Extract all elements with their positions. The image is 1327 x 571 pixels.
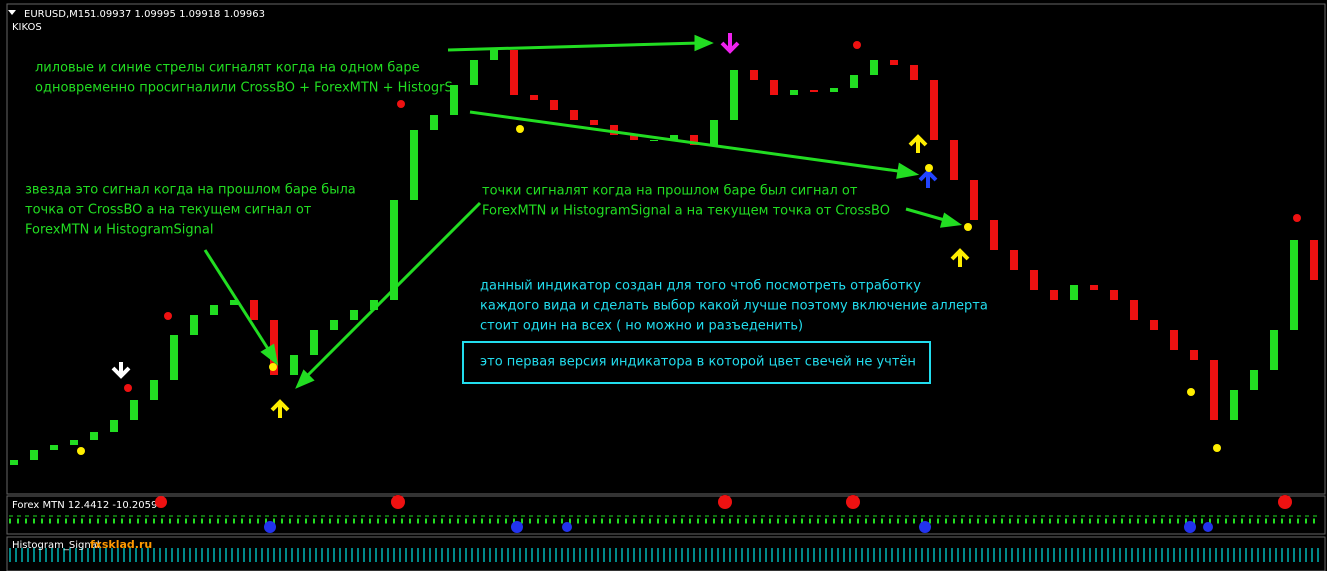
candle xyxy=(810,90,818,92)
candle xyxy=(290,355,298,375)
candle xyxy=(790,90,798,95)
candle xyxy=(170,335,178,380)
candle xyxy=(430,115,438,130)
candle xyxy=(470,60,478,85)
candle xyxy=(370,300,378,310)
candle xyxy=(550,100,558,110)
pointer-arrows xyxy=(203,34,963,389)
candle xyxy=(1110,290,1118,300)
candle xyxy=(530,95,538,100)
candle xyxy=(970,180,978,220)
candle xyxy=(750,70,758,80)
info-text: каждого вида и сделать выбор какой лучше… xyxy=(480,299,988,314)
pane-label: Histogram_Signal xyxy=(12,540,100,551)
candle xyxy=(50,445,58,450)
candle xyxy=(990,220,998,250)
annotation: одновременно просигналили CrossBO + Fore… xyxy=(35,81,453,96)
candle xyxy=(930,80,938,140)
candle xyxy=(610,125,618,135)
candle xyxy=(730,70,738,120)
info-text: стоит один на всех ( но можно и разъеден… xyxy=(480,319,803,334)
main-pane xyxy=(6,3,1326,495)
candle xyxy=(1210,360,1218,420)
candle xyxy=(450,85,458,115)
annotation: точки сигналят когда на прошлом баре был… xyxy=(482,184,858,199)
signals xyxy=(77,33,1301,533)
note: это первая версия индикатора в которой ц… xyxy=(480,355,916,370)
watermark: fxsklad.ru xyxy=(90,538,152,551)
annotation: ForexMTN и HistogramSignal xyxy=(25,223,213,238)
annotation: лиловые и синие стрелы сигналят когда на… xyxy=(35,61,420,76)
candle xyxy=(390,200,398,300)
candle xyxy=(710,120,718,145)
candle xyxy=(650,140,658,141)
candle xyxy=(490,50,498,60)
candle xyxy=(350,310,358,320)
candle xyxy=(510,50,518,95)
candle xyxy=(890,60,898,65)
candle xyxy=(30,450,38,460)
annotation: точка от CrossBO а на текущем сигнал от xyxy=(25,203,312,218)
candle xyxy=(1290,240,1298,330)
candle xyxy=(130,400,138,420)
candle xyxy=(670,135,678,140)
candle xyxy=(1030,270,1038,290)
candle xyxy=(830,88,838,92)
candle xyxy=(330,320,338,330)
candle xyxy=(1250,370,1258,390)
annotation: ForexMTN и HistogramSignal а на текущем … xyxy=(482,204,890,219)
menu-arrow xyxy=(8,10,16,15)
candle xyxy=(190,315,198,335)
candle xyxy=(910,65,918,80)
candle xyxy=(630,135,638,140)
candle xyxy=(1130,300,1138,320)
candle xyxy=(870,60,878,75)
histogram-pane xyxy=(6,536,1326,571)
candle xyxy=(1190,350,1198,360)
symbol: EURUSD,M15 xyxy=(24,9,90,20)
candle xyxy=(1070,285,1078,300)
candle xyxy=(850,75,858,88)
candle xyxy=(1270,330,1278,370)
candle xyxy=(410,130,418,200)
candle xyxy=(770,80,778,95)
candle xyxy=(150,380,158,400)
prices: 1.09937 1.09995 1.09918 1.09963 xyxy=(90,9,265,20)
note-box xyxy=(462,341,931,384)
candle xyxy=(110,420,118,432)
candle xyxy=(250,300,258,320)
candle xyxy=(1050,290,1058,300)
candle xyxy=(310,330,318,355)
forex-pane xyxy=(6,495,1326,535)
candle xyxy=(10,460,18,465)
candle xyxy=(690,135,698,145)
candle xyxy=(1090,285,1098,290)
candle xyxy=(70,440,78,445)
candle xyxy=(1310,240,1318,280)
info-text: данный индикатор создан для того чтоб по… xyxy=(480,279,921,294)
candle xyxy=(230,300,238,305)
candle xyxy=(1150,320,1158,330)
indicator: KIKOS xyxy=(12,22,42,33)
candle xyxy=(1010,250,1018,270)
candle xyxy=(590,120,598,125)
candle xyxy=(1170,330,1178,350)
annotation: звезда это сигнал когда на прошлом баре … xyxy=(25,183,356,198)
candle xyxy=(570,110,578,120)
candle xyxy=(950,140,958,180)
pane-label: Forex MTN 12.4412 -10.2059 xyxy=(12,500,157,511)
candle xyxy=(90,432,98,440)
candle xyxy=(210,305,218,315)
candle xyxy=(1230,390,1238,420)
